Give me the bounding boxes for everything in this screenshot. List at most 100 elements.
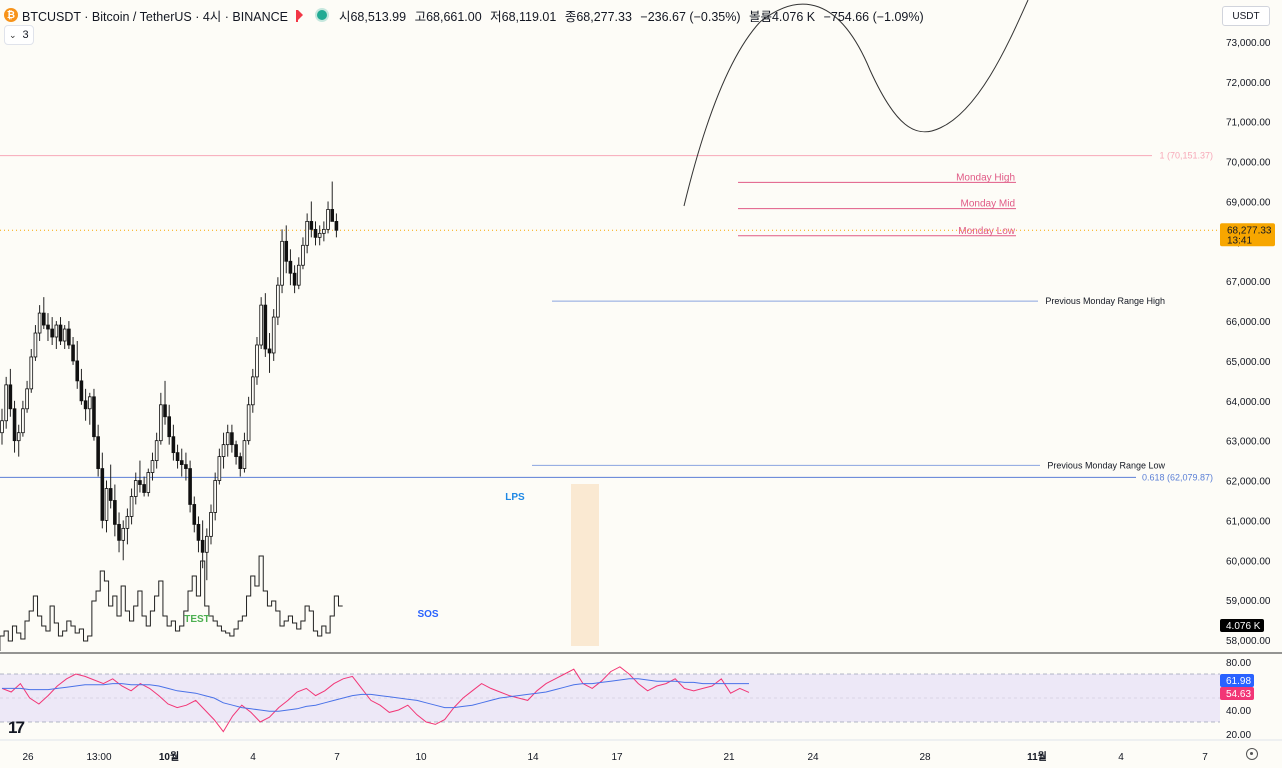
volume-series	[0, 484, 599, 651]
candle-body	[62, 328, 67, 342]
candle-body	[230, 432, 234, 446]
candle-body	[87, 396, 92, 410]
price-tick-label: 73,000.00	[1226, 38, 1271, 49]
level-label: Previous Monday Range High	[1045, 296, 1165, 306]
market-open-dot-icon	[316, 10, 327, 20]
candle-body	[167, 416, 172, 438]
candle-body	[309, 220, 314, 230]
price-tick-label: 59,000.00	[1226, 596, 1271, 607]
candle-body	[150, 460, 155, 473]
forecast-curve-path	[683, 0, 1029, 207]
rsi-value-badge	[1220, 687, 1254, 700]
candle-body	[96, 436, 100, 469]
price-tick-label: 72,000.00	[1226, 78, 1271, 89]
currency-button[interactable]: USDT	[1222, 6, 1270, 26]
indicators-toggle-button[interactable]: ⌄ 3	[4, 25, 34, 45]
time-tick-label: 7	[1202, 752, 1208, 763]
candle-body	[200, 539, 205, 553]
candle-body	[217, 456, 222, 481]
rsi-tick-label: 80.00	[1226, 658, 1251, 669]
change-value: −236.67 (−0.35%)	[640, 9, 741, 24]
level-label: 0.618 (62,079.87)	[1142, 472, 1213, 482]
time-tick-label: 28	[919, 752, 931, 763]
candle-body	[188, 468, 192, 505]
price-tick-label: 66,000.00	[1226, 317, 1271, 328]
current-price-badge	[1220, 223, 1275, 247]
gear-icon[interactable]	[1246, 748, 1258, 760]
candle-body	[104, 488, 109, 521]
candle-body	[209, 512, 213, 537]
candle-series	[0, 181, 339, 581]
candle-body	[305, 220, 309, 246]
countdown-badge-text: 13:41	[1227, 235, 1252, 246]
candle-body	[133, 480, 138, 497]
candle-body	[125, 516, 130, 529]
level-label: Monday Low	[958, 226, 1015, 237]
price-tick-label: 71,000.00	[1226, 118, 1271, 129]
symbol-title[interactable]: BTCUSDT · Bitcoin / TetherUS · 4시 · BINA…	[22, 9, 288, 24]
rsi-series-line	[1, 666, 750, 733]
price-tick-label: 58,000.00	[1226, 636, 1271, 647]
candle-body	[334, 220, 339, 231]
candle-body	[33, 332, 38, 358]
candle-body	[221, 444, 226, 458]
high-value: 고68,661.00	[414, 9, 482, 24]
volume-badge-text: 4.076 K	[1226, 621, 1261, 632]
candle-body	[113, 500, 117, 525]
rsi-tick-label: 20.00	[1226, 730, 1251, 741]
candle-body	[280, 240, 284, 286]
candle-body	[296, 264, 301, 286]
candle-body	[37, 312, 42, 334]
flag-icon[interactable]	[295, 10, 303, 22]
price-tick-label: 60,000.00	[1226, 556, 1271, 567]
candle-body	[196, 523, 201, 541]
volume-badge	[1220, 619, 1264, 632]
candle-body	[255, 344, 259, 378]
forecast-curve	[683, 0, 1029, 207]
candle-body	[46, 324, 50, 330]
price-tick-label: 65,000.00	[1226, 357, 1271, 368]
candle-body	[250, 376, 255, 406]
candle-body	[284, 240, 289, 262]
current-price-badge-text: 68,277.33	[1227, 225, 1272, 236]
price-tick-label: 70,000.00	[1226, 158, 1271, 169]
candle-body	[79, 380, 84, 402]
candle-body	[276, 284, 280, 318]
annotation-label: LPS	[505, 492, 525, 503]
level-label: 1 (70,151.37)	[1159, 151, 1213, 161]
time-tick-label: 11월	[1027, 751, 1047, 763]
tradingview-logo-icon[interactable]: 17	[8, 718, 25, 737]
candle-body	[29, 356, 34, 390]
candle-body	[225, 432, 230, 446]
chart-legend-header: ₿ BTCUSDT · Bitcoin / TetherUS · 4시 · BI…	[4, 4, 929, 26]
time-tick-label: 26	[22, 752, 34, 763]
time-tick-label: 4	[1118, 752, 1124, 763]
ohlc-values: 시68,513.99 고68,661.00 저68,119.01 종68,277…	[339, 6, 929, 25]
time-tick-label: 13:00	[86, 752, 111, 763]
price-tick-label: 61,000.00	[1226, 516, 1271, 527]
indicator-count: 3	[22, 29, 29, 41]
candle-body	[184, 464, 188, 469]
candle-body	[288, 260, 293, 274]
volume-highlight-box	[571, 484, 599, 646]
candle-body	[146, 472, 151, 493]
price-tick-label: 64,000.00	[1226, 397, 1271, 408]
level-label: Monday Mid	[961, 199, 1015, 210]
candle-body	[234, 444, 238, 458]
candle-body	[317, 232, 322, 238]
volume-value: 볼륨4.076 K	[748, 9, 816, 24]
candle-body	[330, 209, 335, 222]
candle-body	[54, 324, 59, 338]
candle-body	[100, 468, 105, 521]
chevron-down-icon: ⌄	[9, 29, 17, 40]
candle-body	[267, 348, 272, 354]
candle-body	[50, 328, 54, 338]
candle-body	[25, 388, 29, 410]
candle-body	[213, 480, 217, 513]
level-label: Previous Monday Range Low	[1047, 460, 1165, 470]
candle-body	[0, 420, 4, 434]
candle-body	[67, 328, 71, 346]
close-value: 종68,277.33	[564, 9, 632, 24]
candle-body	[179, 460, 184, 465]
